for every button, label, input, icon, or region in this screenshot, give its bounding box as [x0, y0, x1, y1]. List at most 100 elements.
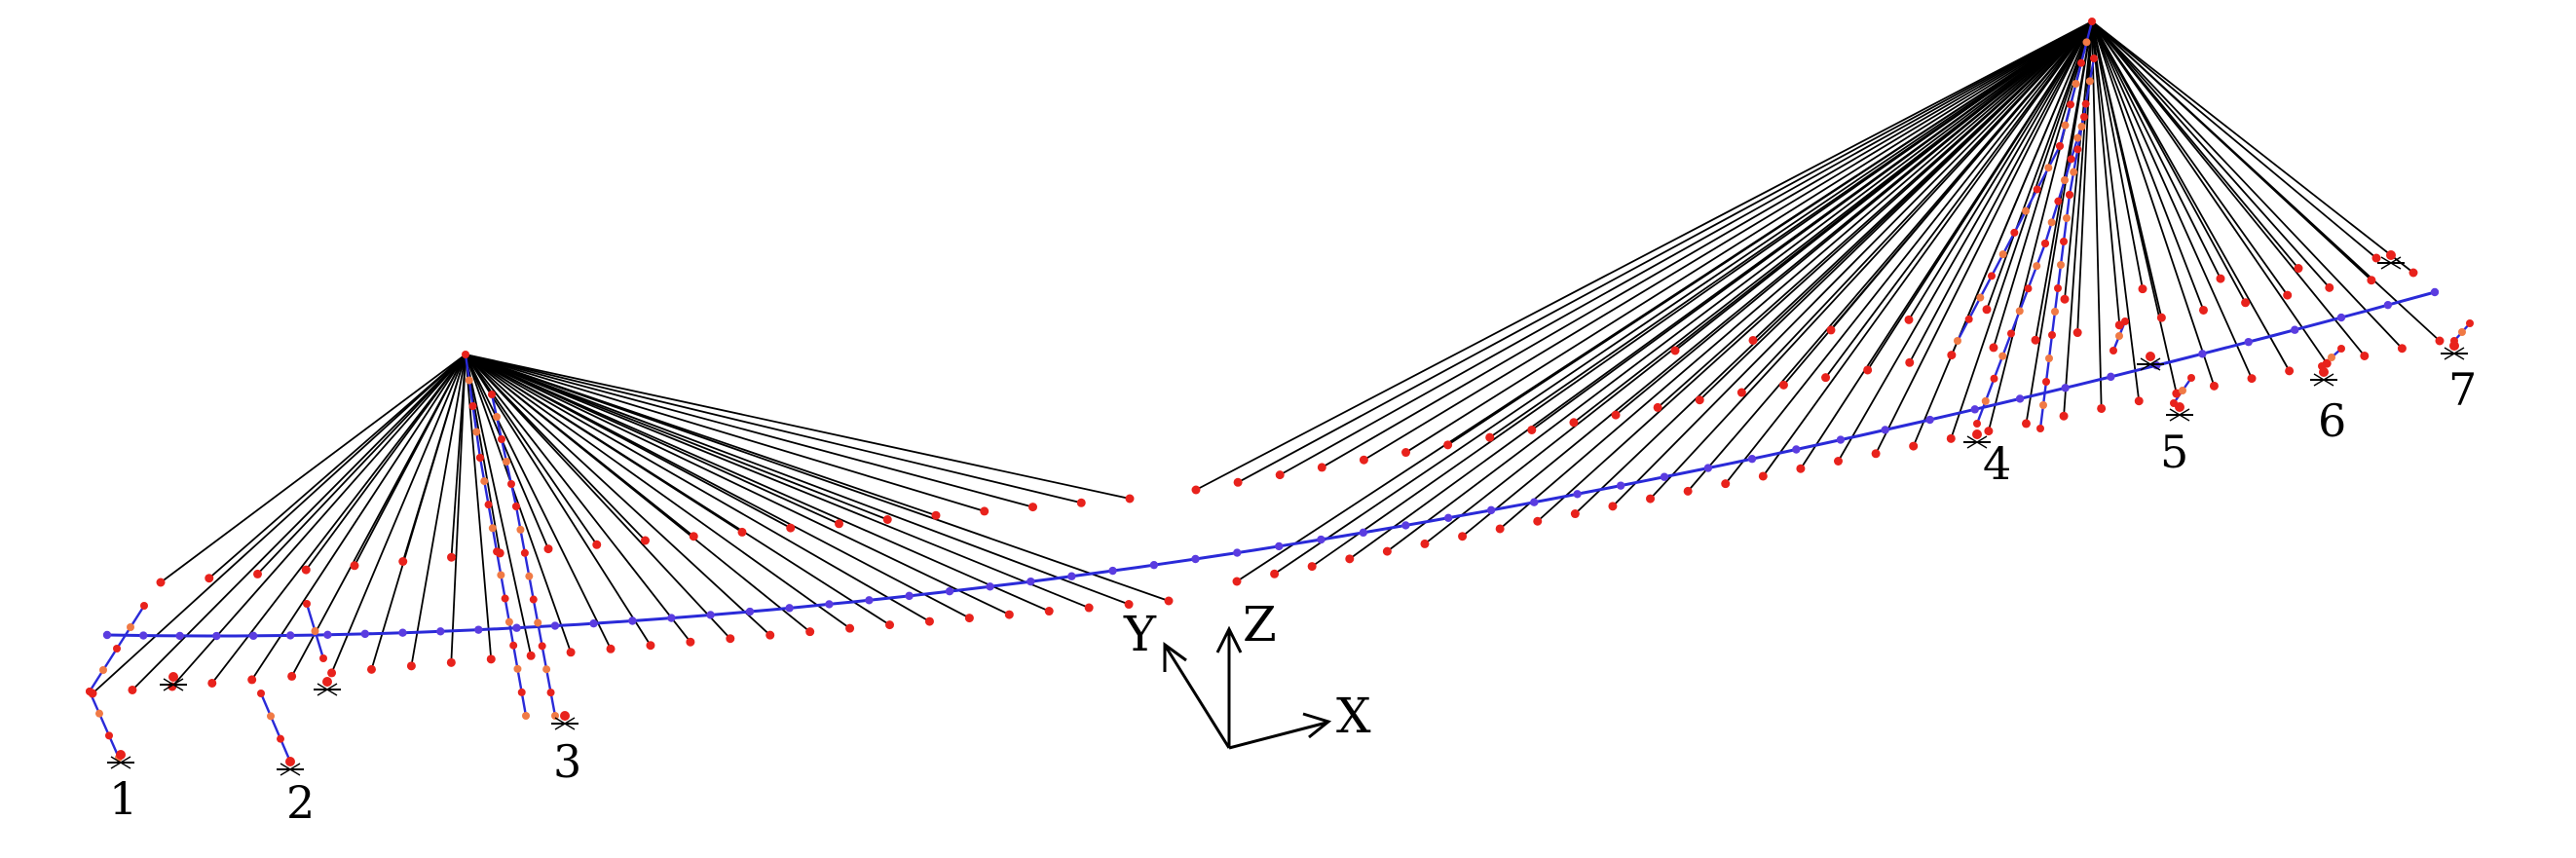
left-back-anchor-node: [641, 536, 650, 545]
right-back-anchor-node: [1233, 477, 1243, 487]
right-tower-leg-c-node: [2067, 155, 2075, 164]
left-back-anchor-node: [398, 557, 408, 566]
deck-node: [474, 625, 483, 634]
left-back-anchor-node: [737, 527, 747, 537]
pier-support-1: [107, 750, 134, 769]
right-tower-leg-b-node: [2073, 145, 2082, 154]
right-tower-leg-c-node: [2041, 240, 2049, 247]
pier-5a-column-node: [2109, 347, 2117, 354]
left-front-anchor-node: [1084, 603, 1094, 613]
right-front-anchor-node: [1834, 457, 1843, 466]
left-tower-leg-b-node: [503, 458, 510, 466]
left-tower-leg-b-node: [493, 413, 501, 421]
right-front-cable: [2091, 20, 2178, 394]
pier-supports: [107, 250, 2468, 776]
left-front-anchor-node: [366, 664, 376, 674]
left-tower-leg-a-node: [513, 664, 522, 673]
left-tower-leg-b-node: [542, 665, 551, 674]
right-front-cable: [1950, 20, 2093, 439]
pier-5a-column-node: [2121, 317, 2129, 325]
left-back-anchor-node: [205, 574, 214, 583]
right-front-cable: [2091, 20, 2366, 357]
right-tower-leg-b-node: [2036, 425, 2044, 432]
right-tower-leg-c-node: [2015, 307, 2024, 316]
left-front-anchor-node: [606, 644, 616, 653]
left-front-cable: [171, 354, 467, 688]
right-tower-leg-b-node: [2070, 168, 2078, 176]
support-node: [560, 711, 570, 721]
right-back-anchor-node: [2241, 298, 2251, 308]
right-front-anchor-node: [1646, 494, 1656, 504]
right-back-anchor-node: [2367, 276, 2376, 285]
left-tower-leg-b-node: [529, 595, 538, 604]
right-tower-leg-c-node: [1981, 396, 1990, 405]
support-brace: [280, 763, 301, 776]
left-front-cable: [92, 354, 467, 694]
pier-6-column-node: [2328, 354, 2335, 361]
left-front-cable: [465, 354, 851, 629]
pier-5-column-node: [2187, 374, 2195, 382]
left-back-cable: [465, 354, 888, 521]
right-back-cable: [1908, 20, 2093, 363]
right-front-anchor-node: [1458, 532, 1468, 541]
deck-node: [1530, 498, 1539, 506]
left-tower-leg-a-node: [476, 454, 484, 462]
deck-node: [1149, 560, 1159, 570]
right-front-cable: [1386, 20, 2093, 552]
deck-node: [1191, 554, 1200, 564]
pier-1-column-node: [99, 666, 107, 674]
left-back-cable: [465, 354, 598, 545]
right-front-anchor-node: [1758, 471, 1768, 481]
right-back-cable: [1279, 20, 2093, 476]
left-tower-leg-a-node: [501, 594, 509, 603]
support-brace: [163, 678, 184, 691]
pier-support-11: [2377, 250, 2405, 270]
right-tower-leg-a-node: [1954, 337, 1961, 345]
axis-z-label: Z: [1243, 596, 1277, 653]
right-back-anchor-node: [1905, 357, 1915, 367]
deck-node: [745, 607, 755, 616]
right-front-anchor-node: [1721, 479, 1731, 489]
left-front-cable: [465, 354, 970, 619]
pier-support-9: [2310, 367, 2337, 387]
deck-node: [986, 582, 994, 591]
right-mid-anchor-node: [2138, 284, 2147, 294]
support-node: [2449, 341, 2459, 351]
left-front-anchor-node: [128, 685, 137, 694]
deck-node: [667, 614, 676, 622]
right-front-cable: [2091, 20, 2253, 379]
left-tower-leg-b-node: [534, 618, 542, 627]
pier-5-column-node: [2179, 387, 2186, 394]
right-tower-leg-b-node: [2045, 354, 2053, 362]
left-front-cable: [330, 354, 467, 674]
pier-label-2: 2: [286, 776, 315, 829]
right-front-anchor-node: [1570, 509, 1580, 519]
right-mid-cable: [1908, 20, 2093, 320]
right-tower-leg-a-node: [2077, 58, 2085, 67]
right-tower-leg-b-node: [2063, 214, 2071, 222]
left-tower-leg-b-node: [551, 712, 559, 720]
right-mid-cable: [2091, 20, 2299, 270]
right-back-anchor-node: [2325, 282, 2334, 292]
right-front-anchor-node: [1232, 577, 1242, 586]
right-tower-leg-a-node: [1964, 315, 1973, 323]
right-back-cable: [1824, 20, 2093, 379]
left-back-cable: [465, 354, 549, 549]
right-front-cable: [1236, 20, 2093, 582]
right-back-cable: [2091, 20, 2289, 296]
pier-label-6: 6: [2318, 394, 2346, 447]
right-back-anchor-node: [2031, 335, 2040, 345]
pier-6-column-node: [2337, 345, 2345, 353]
right-tower-leg-a-node: [2088, 18, 2096, 25]
left-back-anchor-node: [447, 552, 456, 562]
left-back-anchor-node: [1125, 494, 1135, 504]
pier-1-column-node: [105, 731, 113, 740]
deck-node: [1027, 577, 1035, 586]
right-tower-leg-b-node: [2039, 401, 2047, 409]
support-node: [322, 677, 332, 687]
right-tower-leg-b-node: [2057, 261, 2065, 269]
right-tower-leg-b-node: [2054, 284, 2062, 292]
left-tower-leg-a-node: [465, 376, 473, 385]
right-back-anchor-node: [1191, 485, 1201, 495]
deck-node: [248, 631, 258, 641]
